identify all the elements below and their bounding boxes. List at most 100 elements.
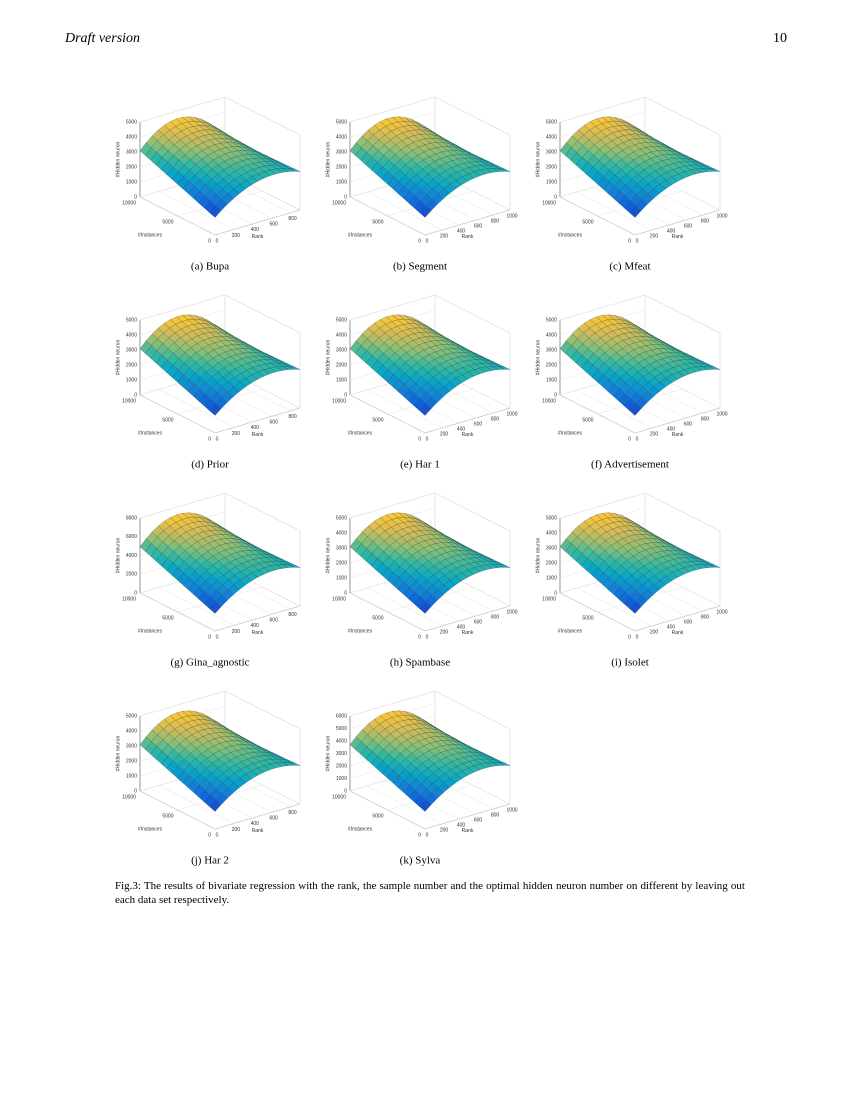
x-tick-label: 600 — [269, 816, 278, 822]
z-tick-label: 2000 — [546, 164, 557, 170]
grid-line — [349, 592, 426, 632]
y-axis-label: #Instances — [558, 232, 583, 238]
grid-line — [158, 389, 235, 428]
z-tick-label: 2000 — [546, 560, 557, 566]
y-tick-label: 0 — [628, 634, 631, 640]
x-tick-label: 1000 — [506, 213, 517, 219]
z-tick-label: 1000 — [336, 776, 347, 782]
z-tick-label: 2000 — [336, 560, 347, 566]
z-tick-label: 1000 — [126, 773, 137, 779]
z-axis-label: #Hidden neuron — [115, 141, 121, 177]
z-tick-label: 1000 — [126, 377, 137, 383]
x-tick-label: 600 — [684, 421, 693, 427]
z-axis-label: #Hidden neuron — [535, 141, 541, 177]
x-tick-label: 400 — [251, 425, 260, 431]
z-tick-label: 5000 — [546, 515, 557, 521]
z-tick-label: 5000 — [126, 317, 137, 323]
z-axis-label: #Hidden neuron — [535, 339, 541, 375]
z-tick-label: 1000 — [546, 179, 557, 185]
x-tick-label: 800 — [491, 416, 500, 422]
z-tick-label: 2000 — [126, 362, 137, 368]
y-tick-label: 0 — [418, 832, 421, 838]
subfigure-caption: (d) Prior — [191, 459, 229, 471]
y-tick-label: 10000 — [542, 200, 556, 206]
z-tick-label: 0 — [344, 392, 347, 398]
x-axis-label: Rank — [462, 234, 474, 240]
x-tick-label: 600 — [684, 619, 693, 625]
grid-line — [559, 394, 636, 434]
x-tick-label: 0 — [216, 436, 219, 442]
z-tick-label: 4000 — [336, 332, 347, 338]
grid-line — [424, 605, 511, 632]
x-axis-label: Rank — [252, 828, 264, 834]
z-tick-label: 4000 — [546, 530, 557, 536]
x-tick-label: 200 — [440, 233, 449, 239]
x-tick-label: 800 — [701, 416, 710, 422]
x-tick-label: 400 — [251, 623, 260, 629]
x-tick-label: 0 — [216, 634, 219, 640]
grid-line — [349, 690, 436, 717]
box-edge — [224, 96, 301, 136]
grid-line — [559, 592, 636, 632]
y-tick-label: 5000 — [372, 813, 383, 819]
z-tick-label: 3000 — [126, 743, 137, 749]
z-tick-label: 3000 — [336, 545, 347, 551]
grid-line — [158, 587, 235, 626]
z-axis-label: #Hidden neuron — [325, 735, 331, 771]
surface-patch — [209, 205, 222, 218]
surface-patch — [419, 205, 432, 218]
z-tick-label: 4000 — [126, 728, 137, 734]
x-tick-label: 400 — [457, 426, 466, 432]
y-tick-label: 10000 — [122, 794, 136, 800]
y-tick-label: 5000 — [582, 219, 593, 225]
x-tick-label: 400 — [251, 821, 260, 827]
grid-line — [139, 690, 226, 717]
x-tick-label: 800 — [491, 812, 500, 818]
grid-line — [366, 191, 443, 231]
z-tick-label: 3000 — [546, 149, 557, 155]
z-tick-label: 5000 — [336, 515, 347, 521]
x-tick-label: 800 — [288, 612, 297, 618]
grid-line — [366, 389, 443, 429]
x-tick-label: 600 — [474, 223, 483, 229]
grid-line — [366, 587, 443, 627]
x-tick-label: 1000 — [506, 609, 517, 615]
z-tick-label: 2000 — [546, 362, 557, 368]
z-tick-label: 4000 — [126, 553, 137, 559]
x-tick-label: 400 — [251, 227, 260, 233]
x-tick-label: 600 — [269, 618, 278, 624]
y-tick-label: 10000 — [332, 398, 346, 404]
box-edge — [644, 492, 721, 532]
x-tick-label: 0 — [426, 832, 429, 838]
surface-patch — [419, 403, 432, 416]
z-tick-label: 0 — [344, 788, 347, 794]
y-tick-label: 10000 — [542, 596, 556, 602]
x-tick-label: 800 — [491, 614, 500, 620]
x-tick-label: 0 — [216, 238, 219, 244]
subfigure-caption: (g) Gina_agnostic — [170, 657, 249, 669]
grid-line — [139, 294, 226, 321]
x-tick-label: 1000 — [506, 411, 517, 417]
box-edge — [434, 690, 511, 730]
x-tick-label: 800 — [288, 216, 297, 222]
grid-line — [366, 785, 443, 825]
x-tick-label: 1000 — [506, 807, 517, 813]
z-tick-label: 2000 — [336, 164, 347, 170]
x-axis-label: Rank — [672, 432, 684, 438]
x-tick-label: 0 — [426, 436, 429, 442]
y-tick-label: 0 — [208, 634, 211, 640]
z-tick-label: 2000 — [126, 572, 137, 578]
x-tick-label: 800 — [701, 218, 710, 224]
x-axis-label: Rank — [672, 234, 684, 240]
box-edge — [434, 294, 511, 334]
subfigure-caption: (a) Bupa — [191, 261, 229, 273]
x-tick-label: 200 — [232, 629, 241, 635]
z-tick-label: 0 — [554, 392, 557, 398]
z-tick-label: 0 — [134, 788, 137, 794]
y-tick-label: 5000 — [372, 615, 383, 621]
box-edge — [224, 492, 301, 532]
grid-line — [424, 407, 511, 434]
x-tick-label: 200 — [232, 233, 241, 239]
x-axis-label: Rank — [672, 630, 684, 636]
